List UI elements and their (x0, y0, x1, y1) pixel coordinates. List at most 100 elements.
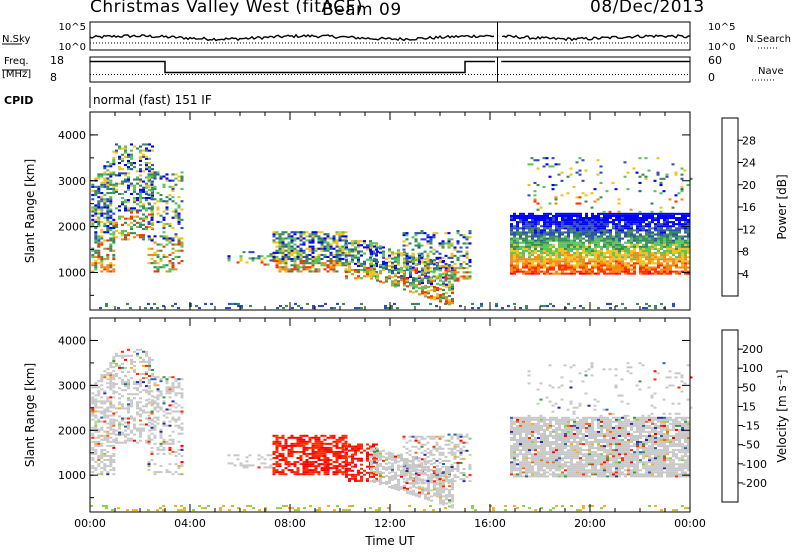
power-cell (618, 227, 621, 230)
velocity-cell (162, 400, 166, 403)
power-cell (573, 231, 576, 234)
power-cell (373, 264, 376, 267)
power-cell (585, 225, 588, 228)
power-cell (669, 229, 672, 232)
power-cell (171, 258, 175, 261)
velocity-cell (311, 446, 315, 449)
power-cell (552, 235, 555, 238)
power-cell (180, 245, 184, 248)
power-cell (366, 244, 369, 247)
power-cell (567, 258, 570, 261)
power-cell (311, 262, 315, 265)
power-cell (612, 272, 615, 275)
power-cell (112, 150, 116, 153)
velocity-cell (177, 448, 181, 451)
power-cell (608, 210, 612, 213)
velocity-cell (109, 384, 113, 387)
power-cell (549, 254, 552, 257)
velocity-cell (314, 469, 318, 472)
power-cell (636, 260, 639, 263)
power-cell (335, 264, 339, 267)
velocity-cell (275, 457, 279, 459)
power-cell (545, 157, 549, 160)
power-cell (525, 258, 528, 261)
power-cell (678, 247, 681, 250)
power-cell (588, 235, 591, 238)
power-cell (564, 250, 567, 253)
power-cell (100, 237, 104, 240)
power-cell (382, 262, 385, 265)
velocity-cell (133, 433, 136, 436)
power-cell (388, 260, 391, 263)
power-cell (666, 212, 669, 215)
velocity-cell (133, 383, 136, 386)
power-cell (357, 307, 360, 310)
velocity-cell (338, 446, 342, 449)
power-cell (320, 258, 324, 261)
power-cell (669, 239, 672, 242)
velocity-cell (180, 448, 184, 451)
power-cell (627, 270, 630, 273)
velocity-cell (391, 462, 394, 465)
velocity-cell (370, 462, 373, 464)
power-cell (546, 225, 549, 228)
power-cell (394, 273, 397, 276)
power-cell (159, 220, 163, 223)
power-cell (133, 186, 136, 189)
power-cell (675, 212, 678, 215)
velocity-cell (156, 394, 160, 397)
power-cell (459, 246, 463, 249)
velocity-cell (130, 405, 133, 408)
velocity-cell (165, 378, 169, 381)
power-cell (433, 259, 436, 262)
velocity-cell (142, 381, 145, 384)
power-cell (450, 275, 454, 278)
power-cell (510, 272, 513, 275)
power-cell (351, 240, 354, 243)
power-cell (684, 252, 687, 255)
power-cell (118, 192, 121, 195)
power-cell (528, 268, 531, 271)
power-cell (127, 234, 130, 237)
power-cell (162, 253, 166, 256)
velocity-cell (391, 458, 394, 461)
power-cell (130, 221, 133, 224)
velocity-cell (106, 434, 110, 437)
power-cell (663, 217, 666, 220)
velocity-cell (150, 446, 154, 449)
velocity-cell (112, 392, 116, 395)
power-cell (543, 239, 546, 242)
power-cell (531, 241, 534, 244)
velocity-cell (127, 421, 130, 424)
power-cell (549, 235, 552, 238)
velocity-cell (153, 382, 157, 385)
power-cell (522, 258, 525, 261)
power-cell (150, 218, 154, 221)
power-cell (684, 254, 687, 257)
power-cell (531, 260, 534, 263)
velocity-cell (329, 463, 333, 466)
power-cell (354, 269, 357, 272)
power-cell (627, 268, 630, 271)
power-cell (633, 233, 636, 236)
power-cell (684, 241, 687, 244)
velocity-cell (100, 376, 104, 379)
power-cell (317, 260, 321, 263)
power-cell (642, 254, 645, 257)
power-cell (357, 246, 360, 249)
velocity-cell (323, 461, 327, 463)
velocity-cell (332, 440, 336, 443)
power-cell (591, 219, 594, 222)
power-cell (588, 239, 591, 242)
power-cell (530, 163, 534, 166)
power-cell (678, 243, 681, 246)
power-cell (645, 223, 648, 226)
power-cell (302, 237, 306, 240)
power-cell (531, 223, 534, 226)
power-cell (177, 220, 181, 223)
power-cell (551, 188, 555, 191)
power-cell (344, 251, 348, 254)
power-cell (400, 252, 403, 255)
power-cell (106, 264, 110, 267)
velocity-cell (239, 464, 243, 467)
